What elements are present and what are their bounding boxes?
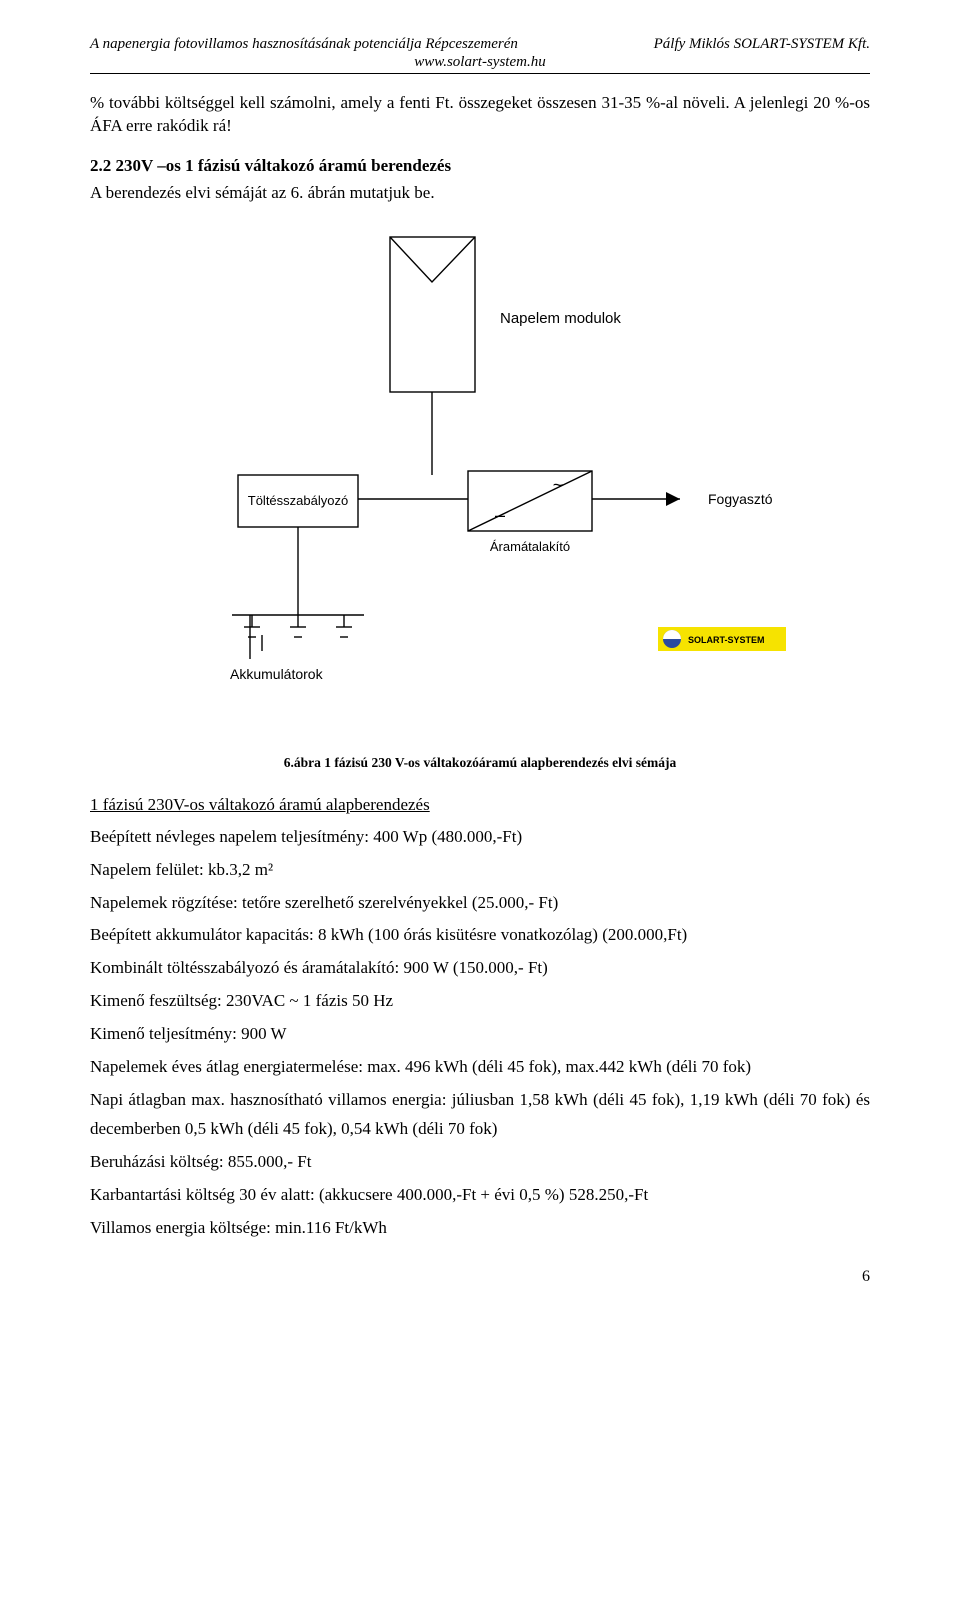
label-batteries: Akkumulátorok — [230, 666, 324, 682]
header-right: Pálfy Miklós SOLART-SYSTEM Kft. — [654, 36, 870, 53]
label-consumer: Fogyasztó — [708, 491, 773, 507]
spec-line: Kimenő teljesítmény: 900 W — [90, 1020, 870, 1049]
spec-line: Napelemek rögzítése: tetőre szerelhető s… — [90, 889, 870, 918]
spec-line: Kimenő feszültség: 230VAC ~ 1 fázis 50 H… — [90, 987, 870, 1016]
spec-line: Napelemek éves átlag energiatermelése: m… — [90, 1053, 870, 1082]
spec-line: Beruházási költség: 855.000,- Ft — [90, 1148, 870, 1177]
spec-line: Napelem felület: kb.3,2 m² — [90, 856, 870, 885]
section-heading: 2.2 230V –os 1 fázisú váltakozó áramú be… — [90, 156, 870, 176]
section-number: 2.2 — [90, 156, 111, 175]
spec-line: Kombinált töltésszabályozó és áramátalak… — [90, 954, 870, 983]
label-modules: Napelem modulok — [500, 310, 621, 327]
logo-text: SOLART-SYSTEM — [688, 635, 765, 645]
spec-line: Karbantartási költség 30 év alatt: (akku… — [90, 1181, 870, 1210]
solart-logo: SOLART-SYSTEM — [658, 627, 786, 651]
header-center: www.solart-system.hu — [90, 53, 870, 71]
intro-paragraph: % további költséggel kell számolni, amel… — [90, 92, 870, 138]
section-title: 230V –os 1 fázisú váltakozó áramú berend… — [116, 156, 452, 175]
section-lead: A berendezés elvi sémáját az 6. ábrán mu… — [90, 182, 870, 205]
label-charge-controller: Töltésszabályozó — [248, 493, 348, 508]
schematic-svg: Napelem modulok Töltésszabályozó ~ – Ára… — [160, 227, 800, 747]
schematic-diagram: Napelem modulok Töltésszabályozó ~ – Ára… — [160, 227, 800, 747]
spec-title: 1 fázisú 230V-os váltakozó áramú alapber… — [90, 795, 870, 815]
label-inverter: Áramátalakító — [490, 539, 570, 554]
page-header: A napenergia fotovillamos hasznosításána… — [90, 36, 870, 53]
header-rule — [90, 73, 870, 74]
label-minus: – — [495, 505, 505, 525]
spec-line: Villamos energia költsége: min.116 Ft/kW… — [90, 1214, 870, 1243]
page: A napenergia fotovillamos hasznosításána… — [0, 0, 960, 1326]
header-center-text: www.solart-system.hu — [414, 54, 545, 70]
spec-line: Napi átlagban max. hasznosítható villamo… — [90, 1086, 870, 1144]
spec-list: Beépített névleges napelem teljesítmény:… — [90, 823, 870, 1243]
label-tilde: ~ — [553, 475, 564, 495]
figure-caption: 6.ábra 1 fázisú 230 V-os váltakozóáramú … — [90, 755, 870, 771]
header-left: A napenergia fotovillamos hasznosításána… — [90, 36, 518, 53]
page-number: 6 — [90, 1268, 870, 1286]
spec-line: Beépített akkumulátor kapacitás: 8 kWh (… — [90, 921, 870, 950]
spec-line: Beépített névleges napelem teljesítmény:… — [90, 823, 870, 852]
